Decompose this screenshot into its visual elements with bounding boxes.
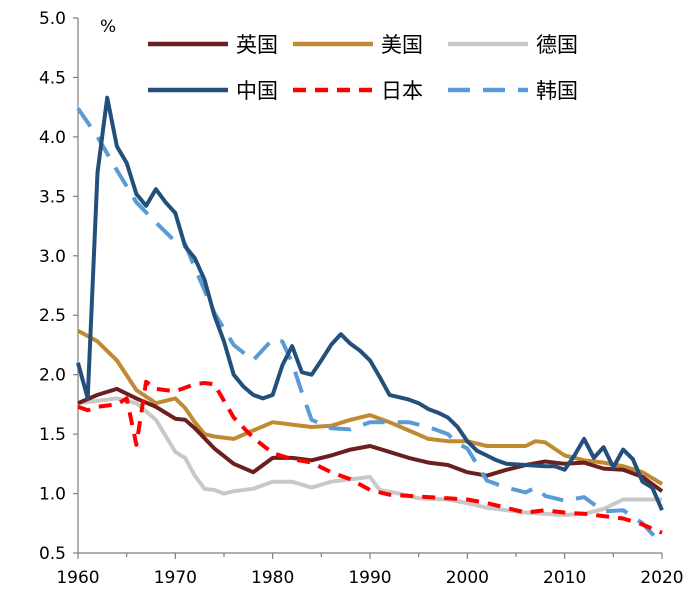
y-tick-label: 2.5 — [39, 306, 66, 326]
legend-label-5: 日本 — [381, 79, 423, 103]
y-tick-label: 2.0 — [39, 366, 66, 386]
y-tick-label: 5.0 — [39, 9, 66, 29]
y-tick-label: 3.5 — [39, 187, 66, 207]
series-line-4 — [76, 95, 664, 511]
x-tick-label: 2020 — [640, 568, 683, 588]
series-line-3 — [77, 396, 662, 517]
legend-label-6: 韩国 — [536, 79, 578, 103]
x-tick-label: 2000 — [446, 568, 489, 588]
x-tick-label: 1990 — [348, 568, 391, 588]
series-line-1 — [77, 386, 664, 493]
x-tick-label: 1980 — [251, 568, 294, 588]
axes: 0.5 1.0 1.5 2.0 2.5 3.0 3.5 4.0 4.5 5.0 1960 1970 19… — [39, 9, 684, 588]
x-tick-label: 2010 — [543, 568, 586, 588]
y-tick-label: 4.0 — [39, 128, 66, 148]
legend-label-4: 中国 — [236, 79, 278, 103]
legend-label-1: 英国 — [236, 33, 278, 57]
series-line-2 — [77, 328, 664, 486]
x-tick-label: 1960 — [56, 568, 99, 588]
legend-label-3: 德国 — [536, 33, 578, 57]
y-tick-label: 0.5 — [39, 544, 66, 564]
x-tick-label: 1970 — [154, 568, 197, 588]
series-lines — [76, 95, 664, 547]
y-tick-label: 3.0 — [39, 247, 66, 267]
y-unit-label: % — [100, 17, 116, 37]
y-tick-label: 1.0 — [39, 485, 66, 505]
series-line-5 — [77, 379, 663, 535]
y-tick-label: 1.5 — [39, 425, 66, 445]
legend-label-2: 美国 — [381, 33, 423, 57]
y-tick-label: 4.5 — [39, 68, 66, 88]
